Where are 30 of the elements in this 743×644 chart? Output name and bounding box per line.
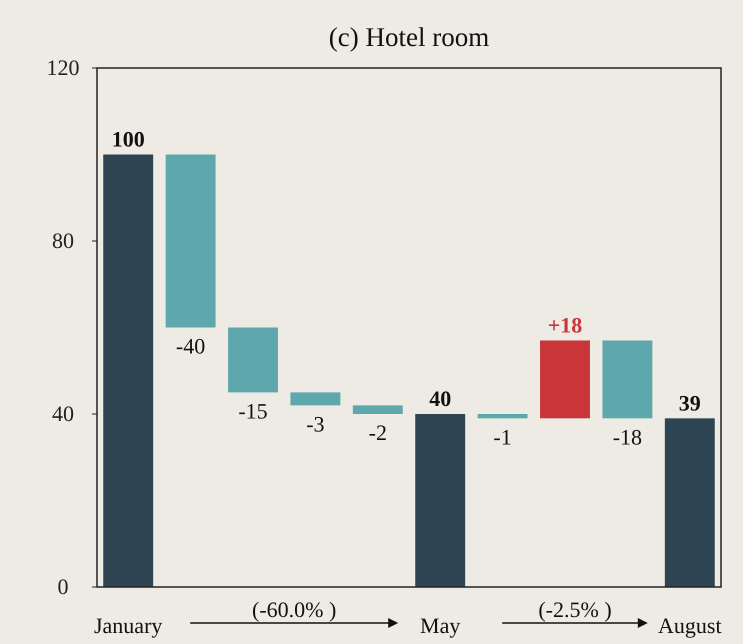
- y-tick-label: 0: [58, 574, 68, 599]
- bar: [352, 405, 403, 414]
- y-tick-label: 40: [52, 401, 74, 426]
- x-tick-label: August: [658, 613, 722, 638]
- data-label: 40: [429, 386, 452, 411]
- bar: [540, 340, 590, 418]
- bar: [228, 328, 278, 392]
- text: (-2.5% ): [538, 597, 612, 622]
- text: (-60.0% ): [252, 597, 336, 622]
- data-label: -40: [176, 334, 206, 358]
- x-tick-label: May: [420, 613, 460, 638]
- data-label: -18: [612, 424, 642, 450]
- bar: [415, 414, 466, 587]
- data-label: -2: [368, 420, 387, 445]
- data-label: -15: [238, 398, 268, 424]
- data-label: -3: [306, 411, 325, 436]
- bar: [166, 154, 216, 328]
- data-label: -1: [493, 424, 512, 450]
- x-tick-label: January: [94, 613, 162, 638]
- bar: [478, 414, 528, 418]
- data-label: 39: [678, 390, 701, 416]
- data-label: 100: [112, 126, 145, 152]
- y-tick-label: 120: [46, 55, 80, 80]
- bar: [103, 154, 154, 587]
- bar: [664, 418, 715, 587]
- chart-title: (c) Hotel room: [328, 22, 490, 52]
- bar: [602, 340, 652, 418]
- bar: [290, 392, 340, 406]
- y-tick-label: 80: [52, 228, 74, 253]
- data-label: +18: [548, 312, 582, 338]
